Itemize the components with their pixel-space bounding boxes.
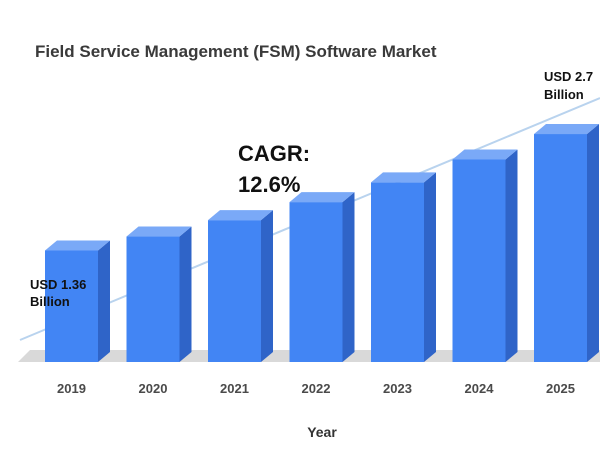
bar-top: [126, 226, 192, 237]
x-tick-2025: 2025: [546, 381, 575, 396]
bar-group: [45, 124, 599, 362]
bar-front: [45, 250, 98, 362]
last-value-label-line1: USD 2.7: [544, 69, 593, 84]
x-tick-2020: 2020: [139, 381, 168, 396]
bar-2022: [289, 192, 355, 362]
bar-front: [208, 220, 261, 362]
bar-side: [587, 124, 599, 362]
bar-2023: [371, 172, 436, 362]
bar-side: [98, 240, 110, 362]
x-tick-2023: 2023: [383, 381, 412, 396]
bar-top: [452, 149, 518, 160]
bar-top: [534, 124, 599, 135]
bar-side: [424, 172, 436, 362]
bar-front: [534, 134, 587, 362]
bar-side: [505, 149, 518, 362]
bar-front: [126, 236, 180, 362]
first-value-label-line2: Billion: [30, 294, 70, 309]
x-tick-labels: 2019 2020 2021 2022 2023 2024 2025: [57, 381, 575, 396]
bar-side: [179, 226, 192, 362]
x-tick-2024: 2024: [465, 381, 495, 396]
bar-2021: [208, 210, 273, 362]
x-tick-2021: 2021: [220, 381, 249, 396]
bar-top: [289, 192, 355, 203]
cagr-value: 12.6%: [238, 172, 300, 197]
bar-top: [45, 240, 110, 251]
bar-front: [371, 182, 424, 362]
bar-front: [452, 159, 506, 362]
cagr-label: CAGR:: [238, 141, 310, 166]
bar-top: [208, 210, 273, 221]
x-axis-label: Year: [307, 424, 337, 440]
x-tick-2019: 2019: [57, 381, 86, 396]
x-tick-2022: 2022: [302, 381, 331, 396]
last-value-label-line2: Billion: [544, 87, 584, 102]
bar-top: [371, 172, 436, 183]
bar-2019: [45, 240, 110, 362]
bar-2025: [534, 124, 599, 362]
bar-front: [289, 202, 343, 362]
bar-side: [261, 210, 273, 362]
chart-title: Field Service Management (FSM) Software …: [35, 42, 437, 61]
first-value-label-line1: USD 1.36: [30, 277, 86, 292]
bar-2024: [452, 149, 518, 362]
bar-2020: [126, 226, 192, 362]
bar-side: [342, 192, 355, 362]
